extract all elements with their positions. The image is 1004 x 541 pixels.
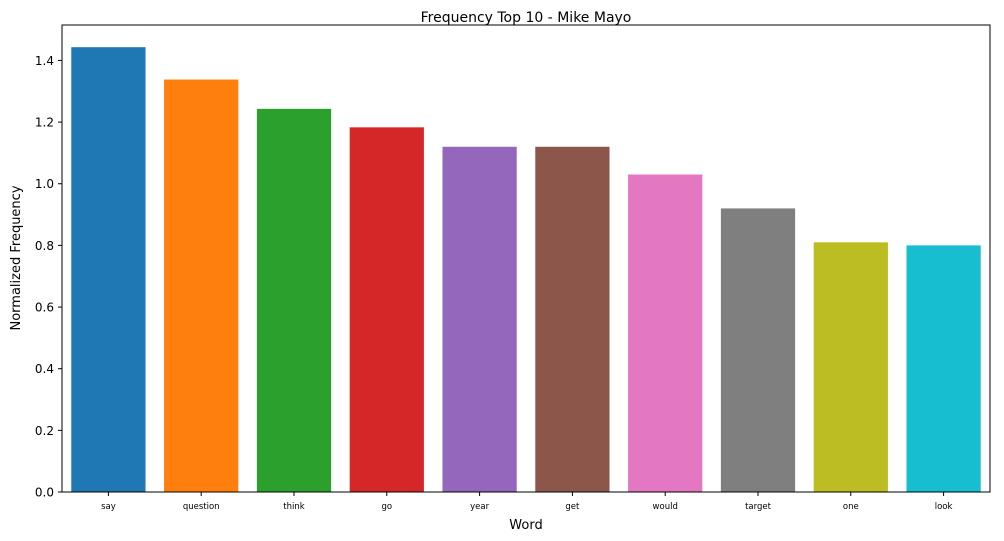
x-tick-label: year — [470, 502, 489, 512]
x-tick-label: get — [565, 502, 580, 512]
y-tick-label: 1.4 — [35, 54, 54, 68]
x-tick-label: look — [935, 502, 953, 512]
bars-group — [71, 47, 981, 492]
x-axis: say question think go year get would target one l… — [101, 492, 953, 512]
y-tick-label: 0.2 — [35, 424, 54, 438]
bar-question — [164, 79, 239, 492]
y-tick-label: 0.8 — [35, 239, 54, 253]
x-tick-label: target — [745, 502, 772, 512]
x-tick-label: say — [101, 502, 116, 512]
plot-frame — [61, 24, 991, 493]
bar-would — [628, 174, 703, 492]
x-tick-label: think — [283, 502, 304, 512]
bar-look — [906, 245, 981, 492]
x-tick-label: would — [653, 502, 678, 512]
bar-say — [71, 47, 146, 492]
bar-year — [442, 146, 517, 492]
bar-target — [720, 208, 796, 492]
y-tick-label: 0.0 — [35, 486, 54, 500]
bar-one — [813, 242, 888, 492]
y-tick-label: 1.2 — [35, 116, 54, 130]
chart-title: Frequency Top 10 - Mike Mayo — [421, 10, 632, 26]
y-tick-label: 0.4 — [35, 362, 54, 376]
x-axis-label: Word — [509, 518, 542, 533]
y-axis-label: Normalized Frequency — [9, 185, 24, 330]
x-tick-label: one — [843, 502, 859, 512]
x-tick-label: go — [381, 502, 392, 512]
bar-think — [256, 108, 332, 492]
x-tick-label: question — [183, 502, 220, 512]
y-tick-label: 1.0 — [35, 177, 54, 191]
y-tick-label: 0.6 — [35, 301, 54, 315]
y-axis: 0.0 0.2 0.4 0.6 0.8 1.0 1.2 1.4 — [35, 54, 62, 500]
bar-get — [535, 146, 610, 492]
bar-go — [349, 127, 424, 492]
